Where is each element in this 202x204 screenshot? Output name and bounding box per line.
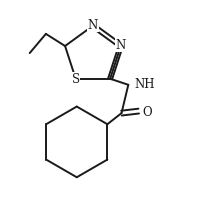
- Text: NH: NH: [134, 78, 155, 91]
- Text: N: N: [88, 19, 98, 32]
- Text: N: N: [116, 39, 126, 52]
- Text: S: S: [72, 73, 80, 86]
- Text: O: O: [143, 105, 152, 118]
